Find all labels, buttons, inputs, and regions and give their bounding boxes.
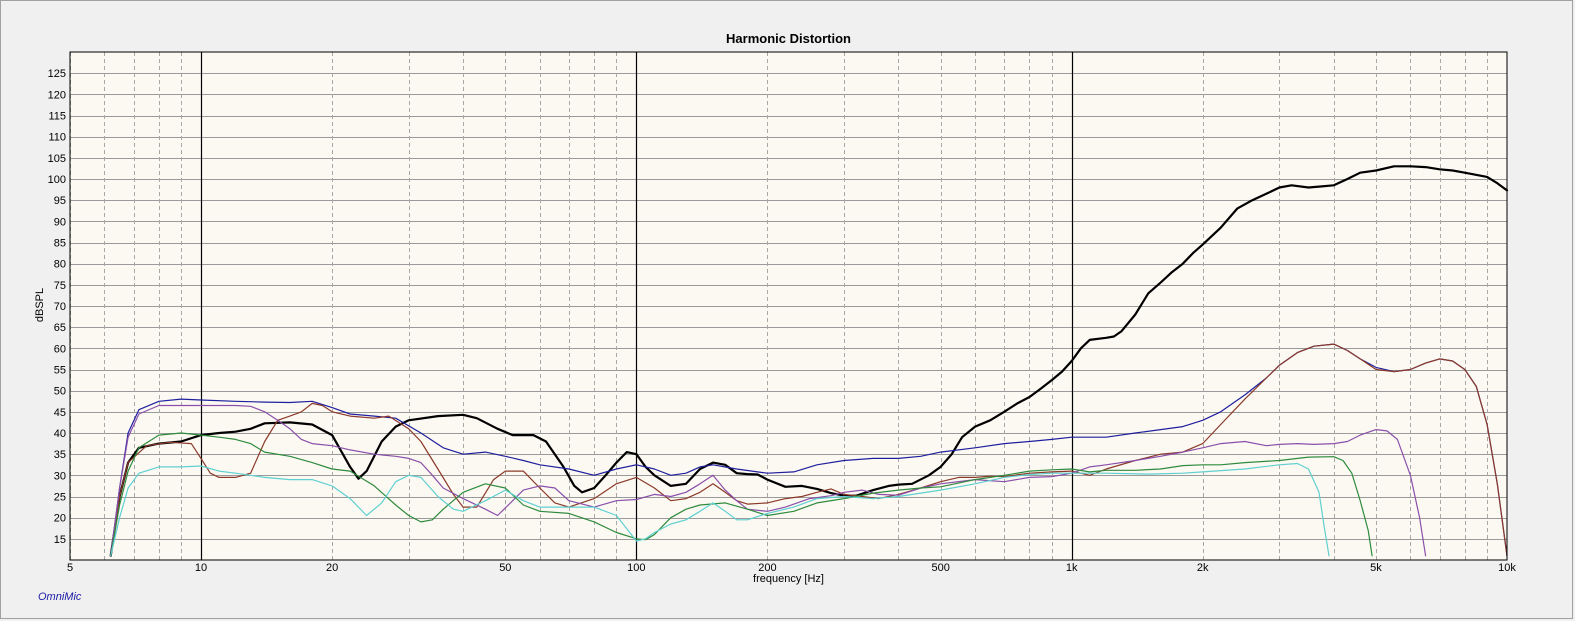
y-tick-label: 65 (54, 322, 66, 334)
y-tick-label: 125 (48, 68, 66, 80)
brand-label: OmniMic (38, 591, 82, 603)
y-tick-label: 95 (54, 195, 66, 207)
y-tick-label: 20 (54, 513, 66, 525)
series-line-3 (110, 343, 1508, 557)
y-tick-label: 40 (54, 428, 66, 440)
x-tick-label: 200 (758, 562, 776, 574)
y-tick-label: 25 (54, 492, 66, 504)
y-tick-label: 45 (54, 407, 66, 419)
series-group (109, 165, 1509, 557)
x-tick-label: 2k (1197, 562, 1209, 574)
y-tick-label: 120 (48, 89, 66, 101)
grid-lines (70, 52, 1507, 560)
x-tick-label: 100 (627, 562, 645, 574)
y-tick-label: 50 (54, 386, 66, 398)
tick-labels: 1520253035404550556065707580859095100105… (48, 68, 1517, 574)
x-axis-label: frequency [Hz] (753, 573, 824, 585)
y-tick-label: 30 (54, 470, 66, 482)
y-tick-label: 85 (54, 238, 66, 250)
series-line-4 (110, 404, 1427, 557)
y-tick-label: 55 (54, 365, 66, 377)
y-tick-label: 90 (54, 216, 66, 228)
y-tick-label: 35 (54, 449, 66, 461)
plot-border (69, 51, 1508, 561)
y-tick-label: 70 (54, 301, 66, 313)
x-tick-label: 20 (326, 562, 338, 574)
y-tick-label: 60 (54, 343, 66, 355)
y-tick-label: 75 (54, 280, 66, 292)
y-tick-label: 105 (48, 153, 66, 165)
x-tick-label: 10k (1498, 562, 1516, 574)
series-line-5 (110, 432, 1373, 557)
series-line-6 (110, 462, 1330, 557)
x-tick-label: 5 (67, 562, 73, 574)
x-tick-label: 500 (931, 562, 949, 574)
x-tick-label: 50 (499, 562, 511, 574)
y-tick-label: 110 (48, 132, 66, 144)
x-tick-label: 1k (1066, 562, 1078, 574)
y-tick-label: 115 (48, 111, 66, 123)
y-tick-label: 100 (48, 174, 66, 186)
y-tick-label: 15 (54, 534, 66, 546)
x-tick-label: 5k (1370, 562, 1382, 574)
chart-title: Harmonic Distortion (726, 31, 851, 46)
y-tick-label: 80 (54, 259, 66, 271)
x-tick-label: 10 (195, 562, 207, 574)
